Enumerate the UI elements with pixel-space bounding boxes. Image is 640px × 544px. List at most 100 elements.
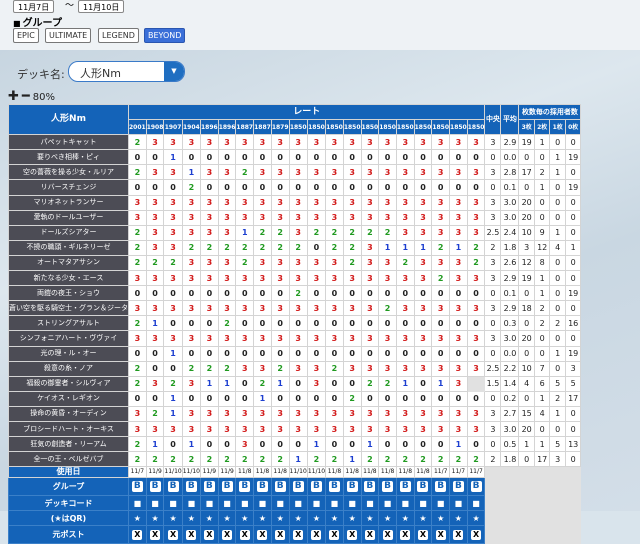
qr-link[interactable]: ★ — [431, 510, 451, 527]
usage-count-value: 0 — [549, 420, 566, 438]
qr-link[interactable]: ★ — [342, 510, 362, 527]
rate-column-header[interactable]: 1850 — [378, 119, 397, 136]
rate-column-header[interactable]: 1904 — [181, 119, 202, 136]
deck-select[interactable]: 人形Nm ▼ — [68, 61, 185, 82]
x-post-icon[interactable]: X — [364, 529, 375, 540]
rate-column-header[interactable]: 1879 — [270, 119, 290, 136]
deck-code-link[interactable]: ■ — [128, 495, 147, 512]
qr-link[interactable]: ★ — [466, 510, 486, 527]
qr-link[interactable]: ★ — [128, 510, 147, 527]
card-count-cell: 3 — [181, 134, 202, 151]
card-count-cell: 0 — [235, 285, 255, 302]
x-post-icon[interactable]: X — [417, 529, 428, 540]
qr-link[interactable]: ★ — [449, 510, 468, 527]
zoom-out-icon[interactable]: ━ — [21, 89, 30, 104]
rate-column-header[interactable]: 1850 — [342, 119, 362, 136]
x-post-icon[interactable]: X — [204, 529, 215, 540]
qr-link[interactable]: ★ — [253, 510, 272, 527]
x-post-icon[interactable]: X — [150, 529, 161, 540]
x-post-icon[interactable]: X — [293, 529, 304, 540]
qr-link[interactable]: ★ — [217, 510, 237, 527]
x-post-icon[interactable]: X — [222, 529, 233, 540]
group-tag-epic[interactable]: EPIC — [13, 28, 39, 43]
x-post-icon[interactable]: X — [132, 529, 143, 540]
card-count-cell: 0 — [288, 149, 308, 166]
rate-column-header[interactable]: 1850 — [395, 119, 415, 136]
x-post-icon[interactable]: X — [382, 529, 393, 540]
x-post-icon[interactable]: X — [400, 529, 411, 540]
card-row: 不撓の職頭・ギルネリーゼ 2 3 3 2 2 2 2 2 2 2 0 2 2 3 1 1 1 2 1 2 2 1.8 3 12 4… — [8, 239, 582, 256]
x-post-icon[interactable]: X — [347, 529, 358, 540]
x-post-icon[interactable]: X — [471, 529, 482, 540]
qr-link[interactable]: ★ — [395, 510, 415, 527]
rate-column-header[interactable]: 1850 — [360, 119, 380, 136]
rate-column-header[interactable]: 1887 — [253, 119, 272, 136]
qr-link[interactable]: ★ — [235, 510, 255, 527]
qr-link[interactable]: ★ — [325, 510, 344, 527]
deck-code-link[interactable]: ■ — [288, 495, 308, 512]
rate-column-header[interactable]: 1850 — [431, 119, 451, 136]
x-post-icon[interactable]: X — [186, 529, 197, 540]
x-post-icon[interactable]: X — [257, 529, 268, 540]
deck-code-link[interactable]: ■ — [181, 495, 202, 512]
qr-link[interactable]: ★ — [306, 510, 327, 527]
rate-column-header[interactable]: 1850 — [288, 119, 308, 136]
rate-column-header[interactable]: 1850 — [306, 119, 327, 136]
group-tag-ultimate[interactable]: ULTIMATE — [45, 28, 92, 43]
qr-link[interactable]: ★ — [181, 510, 202, 527]
qr-link[interactable]: ★ — [200, 510, 219, 527]
deck-code-link[interactable]: ■ — [342, 495, 362, 512]
chevron-down-icon[interactable]: ▼ — [164, 62, 184, 81]
deck-code-link[interactable]: ■ — [466, 495, 486, 512]
group-tag-beyond[interactable]: BEYOND — [144, 28, 186, 43]
deck-code-link[interactable]: ■ — [163, 495, 183, 512]
qr-link[interactable]: ★ — [413, 510, 433, 527]
deck-code-link[interactable]: ■ — [306, 495, 327, 512]
x-post-icon[interactable]: X — [453, 529, 464, 540]
deck-code-link[interactable]: ■ — [200, 495, 219, 512]
qr-link[interactable]: ★ — [288, 510, 308, 527]
deck-code-link[interactable]: ■ — [270, 495, 290, 512]
deck-code-link[interactable]: ■ — [217, 495, 237, 512]
card-count-cell: 3 — [360, 254, 380, 272]
deck-code-link[interactable]: ■ — [253, 495, 272, 512]
card-count-cell: 2 — [360, 451, 380, 468]
x-post-icon[interactable]: X — [311, 529, 322, 540]
rate-column-header[interactable]: 2001 — [128, 119, 147, 136]
group-tag-legend[interactable]: LEGEND — [98, 28, 139, 43]
card-count-cell: 2 — [128, 254, 147, 272]
rate-column-header[interactable]: 1908 — [145, 119, 165, 136]
deck-code-link[interactable]: ■ — [145, 495, 165, 512]
rate-column-header[interactable]: 1850 — [466, 119, 486, 136]
qr-link[interactable]: ★ — [360, 510, 380, 527]
x-post-icon[interactable]: X — [329, 529, 340, 540]
date-from-button[interactable]: 11月7日 — [13, 0, 55, 13]
deck-code-link[interactable]: ■ — [360, 495, 380, 512]
qr-link[interactable]: ★ — [378, 510, 397, 527]
deck-code-link[interactable]: ■ — [431, 495, 451, 512]
rate-column-header[interactable]: 1896 — [217, 119, 237, 136]
rate-column-header[interactable]: 1850 — [449, 119, 468, 136]
zoom-in-icon[interactable]: ✚ — [8, 89, 19, 104]
deck-code-link[interactable]: ■ — [325, 495, 344, 512]
rate-column-header[interactable]: 1896 — [200, 119, 219, 136]
deck-code-link[interactable]: ■ — [235, 495, 255, 512]
x-post-icon[interactable]: X — [435, 529, 446, 540]
rate-column-header[interactable]: 1850 — [325, 119, 344, 136]
date-to-button[interactable]: 11月10日 — [78, 0, 125, 13]
deck-code-link[interactable]: ■ — [395, 495, 415, 512]
qr-link[interactable]: ★ — [145, 510, 165, 527]
deck-code-link[interactable]: ■ — [413, 495, 433, 512]
x-post-icon[interactable]: X — [239, 529, 250, 540]
x-post-icon[interactable]: X — [168, 529, 179, 540]
group-cell: B — [413, 477, 433, 497]
x-post-icon[interactable]: X — [275, 529, 286, 540]
usage-count-value: 1 — [518, 436, 535, 453]
deck-code-link[interactable]: ■ — [378, 495, 397, 512]
qr-link[interactable]: ★ — [270, 510, 290, 527]
rate-column-header[interactable]: 1850 — [413, 119, 433, 136]
deck-code-link[interactable]: ■ — [449, 495, 468, 512]
rate-column-header[interactable]: 1907 — [163, 119, 183, 136]
rate-column-header[interactable]: 1887 — [235, 119, 255, 136]
qr-link[interactable]: ★ — [163, 510, 183, 527]
